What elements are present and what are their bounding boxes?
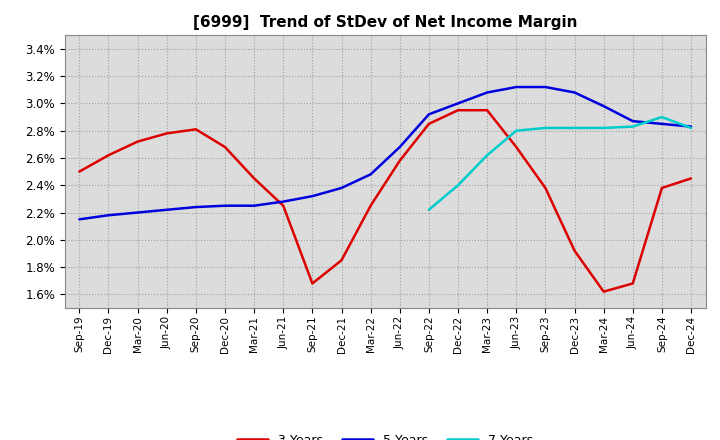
Title: [6999]  Trend of StDev of Net Income Margin: [6999] Trend of StDev of Net Income Marg… <box>193 15 577 30</box>
5 Years <box>599 103 608 109</box>
7 Years <box>629 124 637 129</box>
3 Years <box>104 153 113 158</box>
5 Years <box>104 213 113 218</box>
3 Years <box>629 281 637 286</box>
5 Years <box>629 118 637 124</box>
5 Years <box>337 185 346 191</box>
3 Years <box>337 258 346 263</box>
7 Years <box>512 128 521 133</box>
3 Years <box>163 131 171 136</box>
5 Years <box>250 203 258 209</box>
5 Years <box>657 121 666 127</box>
5 Years <box>483 90 492 95</box>
3 Years <box>425 121 433 127</box>
3 Years <box>220 144 229 150</box>
3 Years <box>279 203 287 209</box>
3 Years <box>599 289 608 294</box>
3 Years <box>192 127 200 132</box>
5 Years <box>279 199 287 204</box>
5 Years <box>308 194 317 199</box>
7 Years <box>599 125 608 131</box>
7 Years <box>541 125 550 131</box>
5 Years <box>687 124 696 129</box>
3 Years <box>687 176 696 181</box>
7 Years <box>483 153 492 158</box>
5 Years <box>192 205 200 210</box>
5 Years <box>75 217 84 222</box>
5 Years <box>425 112 433 117</box>
7 Years <box>454 183 462 188</box>
Line: 7 Years: 7 Years <box>429 117 691 210</box>
3 Years <box>395 158 404 163</box>
5 Years <box>454 101 462 106</box>
Line: 3 Years: 3 Years <box>79 110 691 292</box>
3 Years <box>308 281 317 286</box>
3 Years <box>657 185 666 191</box>
5 Years <box>570 90 579 95</box>
5 Years <box>541 84 550 90</box>
5 Years <box>220 203 229 209</box>
3 Years <box>133 139 142 144</box>
3 Years <box>570 248 579 253</box>
3 Years <box>512 144 521 150</box>
3 Years <box>75 169 84 174</box>
3 Years <box>541 185 550 191</box>
5 Years <box>133 210 142 215</box>
5 Years <box>163 207 171 213</box>
Line: 5 Years: 5 Years <box>79 87 691 220</box>
5 Years <box>395 144 404 150</box>
7 Years <box>570 125 579 131</box>
3 Years <box>366 203 375 209</box>
3 Years <box>250 176 258 181</box>
7 Years <box>657 114 666 120</box>
3 Years <box>454 107 462 113</box>
Legend: 3 Years, 5 Years, 7 Years: 3 Years, 5 Years, 7 Years <box>232 429 539 440</box>
5 Years <box>366 172 375 177</box>
5 Years <box>512 84 521 90</box>
7 Years <box>425 207 433 213</box>
3 Years <box>483 107 492 113</box>
7 Years <box>687 125 696 131</box>
